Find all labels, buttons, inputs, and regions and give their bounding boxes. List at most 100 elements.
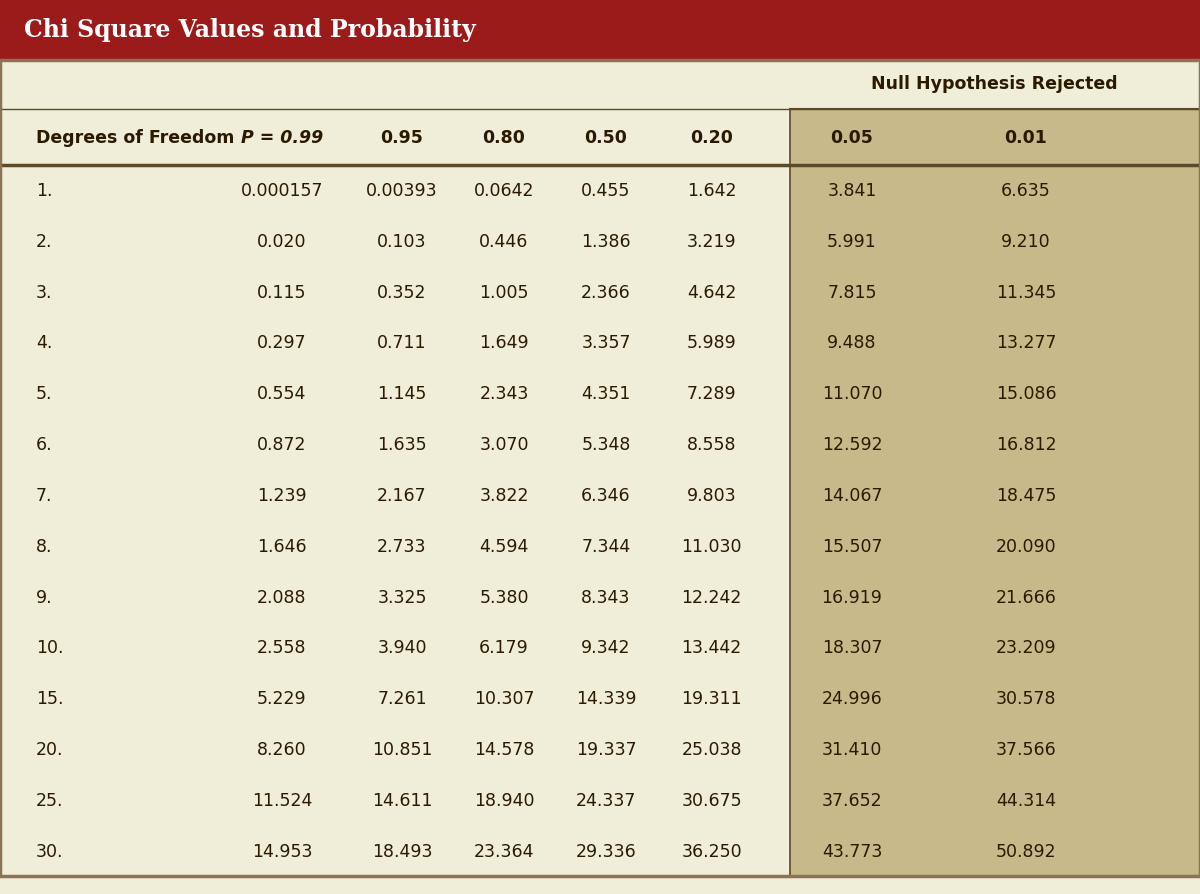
Text: 1.: 1. bbox=[36, 181, 53, 199]
Text: 1.386: 1.386 bbox=[581, 232, 631, 250]
Text: 2.: 2. bbox=[36, 232, 53, 250]
Text: 1.145: 1.145 bbox=[377, 384, 427, 403]
Text: 0.80: 0.80 bbox=[482, 129, 526, 147]
Text: 9.803: 9.803 bbox=[686, 486, 737, 504]
Text: 9.488: 9.488 bbox=[827, 334, 877, 352]
Text: 6.346: 6.346 bbox=[581, 486, 631, 504]
Text: 23.209: 23.209 bbox=[996, 638, 1056, 657]
Text: 21.666: 21.666 bbox=[996, 588, 1056, 606]
Text: 0.352: 0.352 bbox=[377, 283, 427, 301]
Text: 31.410: 31.410 bbox=[822, 740, 882, 758]
Text: 4.: 4. bbox=[36, 334, 53, 352]
Text: 0.05: 0.05 bbox=[830, 129, 874, 147]
Text: 2.088: 2.088 bbox=[257, 588, 307, 606]
Text: 5.989: 5.989 bbox=[686, 334, 737, 352]
Text: 0.95: 0.95 bbox=[380, 129, 424, 147]
Text: 50.892: 50.892 bbox=[996, 842, 1056, 860]
Text: 12.592: 12.592 bbox=[822, 435, 882, 453]
Text: 10.851: 10.851 bbox=[372, 740, 432, 758]
Text: 2.558: 2.558 bbox=[257, 638, 307, 657]
Text: 3.822: 3.822 bbox=[479, 486, 529, 504]
Text: Degrees of Freedom: Degrees of Freedom bbox=[36, 129, 234, 147]
Text: 3.940: 3.940 bbox=[377, 638, 427, 657]
Text: 0.455: 0.455 bbox=[581, 181, 631, 199]
Text: 36.250: 36.250 bbox=[682, 842, 742, 860]
Text: 3.325: 3.325 bbox=[377, 588, 427, 606]
Text: 15.: 15. bbox=[36, 689, 64, 707]
Text: 6.179: 6.179 bbox=[479, 638, 529, 657]
Text: 14.953: 14.953 bbox=[252, 842, 312, 860]
Text: P = 0.99: P = 0.99 bbox=[241, 129, 323, 147]
Text: 0.711: 0.711 bbox=[377, 334, 427, 352]
Text: 0.446: 0.446 bbox=[479, 232, 529, 250]
Text: 14.611: 14.611 bbox=[372, 791, 432, 809]
Text: 20.090: 20.090 bbox=[996, 537, 1056, 555]
Text: 4.642: 4.642 bbox=[686, 283, 737, 301]
Text: 8.: 8. bbox=[36, 537, 53, 555]
Text: 7.289: 7.289 bbox=[686, 384, 737, 403]
Text: 15.507: 15.507 bbox=[822, 537, 882, 555]
Text: 8.558: 8.558 bbox=[686, 435, 737, 453]
Text: 1.239: 1.239 bbox=[257, 486, 307, 504]
Text: 5.991: 5.991 bbox=[827, 232, 877, 250]
Bar bbox=[790, 165, 1200, 876]
Text: 14.339: 14.339 bbox=[576, 689, 636, 707]
Text: 37.566: 37.566 bbox=[996, 740, 1056, 758]
Text: 7.344: 7.344 bbox=[581, 537, 631, 555]
Text: 23.364: 23.364 bbox=[474, 842, 534, 860]
Text: 20.: 20. bbox=[36, 740, 64, 758]
Text: 2.343: 2.343 bbox=[479, 384, 529, 403]
Text: 24.337: 24.337 bbox=[576, 791, 636, 809]
Text: 7.261: 7.261 bbox=[377, 689, 427, 707]
Text: 2.366: 2.366 bbox=[581, 283, 631, 301]
Text: 16.812: 16.812 bbox=[996, 435, 1056, 453]
Text: 15.086: 15.086 bbox=[996, 384, 1056, 403]
Text: 25.: 25. bbox=[36, 791, 64, 809]
Text: 6.635: 6.635 bbox=[1001, 181, 1051, 199]
Text: 13.277: 13.277 bbox=[996, 334, 1056, 352]
Text: 19.311: 19.311 bbox=[682, 689, 742, 707]
Text: 0.0642: 0.0642 bbox=[474, 181, 534, 199]
Text: 18.307: 18.307 bbox=[822, 638, 882, 657]
Text: Chi Square Values and Probability: Chi Square Values and Probability bbox=[24, 19, 475, 42]
Text: 13.442: 13.442 bbox=[682, 638, 742, 657]
Text: 44.314: 44.314 bbox=[996, 791, 1056, 809]
Text: 14.067: 14.067 bbox=[822, 486, 882, 504]
Text: 8.260: 8.260 bbox=[257, 740, 307, 758]
Text: 0.297: 0.297 bbox=[257, 334, 307, 352]
Text: 2.167: 2.167 bbox=[377, 486, 427, 504]
Text: 8.343: 8.343 bbox=[581, 588, 631, 606]
Text: 0.115: 0.115 bbox=[257, 283, 307, 301]
Text: 24.996: 24.996 bbox=[822, 689, 882, 707]
Text: 16.919: 16.919 bbox=[822, 588, 882, 606]
Text: 0.00393: 0.00393 bbox=[366, 181, 438, 199]
Text: 12.242: 12.242 bbox=[682, 588, 742, 606]
Text: 18.475: 18.475 bbox=[996, 486, 1056, 504]
Text: 11.070: 11.070 bbox=[822, 384, 882, 403]
Text: 1.005: 1.005 bbox=[479, 283, 529, 301]
Text: 30.: 30. bbox=[36, 842, 64, 860]
Text: 3.070: 3.070 bbox=[479, 435, 529, 453]
Text: 18.940: 18.940 bbox=[474, 791, 534, 809]
Text: 11.524: 11.524 bbox=[252, 791, 312, 809]
Text: 1.649: 1.649 bbox=[479, 334, 529, 352]
Text: 3.357: 3.357 bbox=[581, 334, 631, 352]
Text: 0.20: 0.20 bbox=[690, 129, 733, 147]
Text: 43.773: 43.773 bbox=[822, 842, 882, 860]
Text: 4.351: 4.351 bbox=[581, 384, 631, 403]
Text: 0.103: 0.103 bbox=[377, 232, 427, 250]
Text: 1.646: 1.646 bbox=[257, 537, 307, 555]
Text: 18.493: 18.493 bbox=[372, 842, 432, 860]
Text: 10.307: 10.307 bbox=[474, 689, 534, 707]
Text: 3.219: 3.219 bbox=[686, 232, 737, 250]
Text: 29.336: 29.336 bbox=[576, 842, 636, 860]
Bar bbox=[790, 110, 1200, 165]
Text: 5.: 5. bbox=[36, 384, 53, 403]
Text: 3.: 3. bbox=[36, 283, 53, 301]
Text: Null Hypothesis Rejected: Null Hypothesis Rejected bbox=[871, 75, 1118, 93]
Text: 2.733: 2.733 bbox=[377, 537, 427, 555]
Text: 11.345: 11.345 bbox=[996, 283, 1056, 301]
Text: 1.642: 1.642 bbox=[686, 181, 737, 199]
Bar bbox=[0, 0, 1200, 61]
Text: 0.000157: 0.000157 bbox=[241, 181, 323, 199]
